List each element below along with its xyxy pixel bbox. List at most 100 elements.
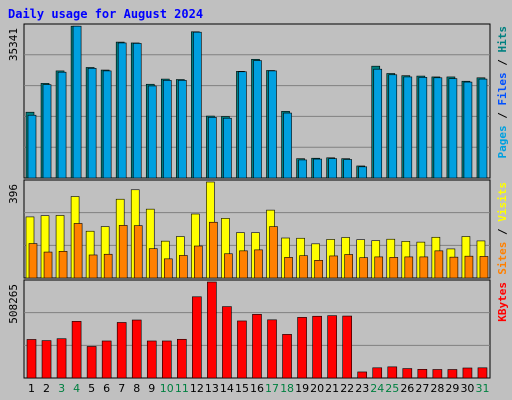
bar-pages [72,25,82,179]
x-tick-label: 14 [220,382,234,395]
bar-pages [57,71,67,179]
bar-kbytes [267,319,277,379]
x-tick-label: 29 [445,382,459,395]
bar-sites [284,257,293,279]
bar-kbytes [86,346,97,379]
bar-sites [434,250,444,279]
x-tick-label: 25 [385,382,399,395]
bar-kbytes [237,320,247,379]
x-axis-labels: 1 2 3 4 5 6 7 8 9 10 11 12 13 14 15 16 17 18 19 20 21 22 23 24 2… [28,382,489,395]
bar-pages [253,60,262,179]
bar-sites [28,243,38,279]
bar-kbytes [131,319,142,379]
x-tick-label: 9 [148,382,155,395]
bar-sites [88,254,98,279]
bar-sites [374,256,384,279]
bar-pages [27,114,37,179]
x-tick-label: 21 [325,382,339,395]
bar-pages [358,166,368,179]
bar-kbytes [222,306,232,379]
bar-sites [179,255,188,279]
legend-entry: Pages [496,125,509,158]
x-tick-label: 19 [295,382,309,395]
panel-top: 35341 Pages / Files / Hits [7,23,509,179]
bar-sites [118,225,128,279]
x-tick-label: 12 [190,382,204,395]
bar-pages [132,43,142,179]
bar-kbytes [101,340,112,379]
bar-pages [162,80,172,179]
x-tick-label: 30 [460,382,474,395]
bar-kbytes [402,368,413,379]
bar-sites [449,256,459,279]
bar-sites [344,254,353,279]
x-tick-label: 5 [88,382,95,395]
x-tick-label: 16 [250,382,264,395]
y-max-label: 35341 [7,28,20,61]
x-tick-label: 1 [28,382,35,395]
legend-entry: KBytes [496,282,509,322]
bar-pages [328,158,337,179]
x-tick-label: 27 [415,382,429,395]
bar-pages [433,77,443,179]
bar-sites [269,226,278,279]
bar-kbytes [327,315,337,379]
x-tick-label: 10 [160,382,174,395]
bar-kbytes [357,371,368,379]
bar-kbytes [387,366,398,379]
bar-kbytes [342,315,352,379]
bar-sites [148,248,158,279]
bar-kbytes [372,367,383,379]
bar-sites [209,221,218,279]
x-tick-label: 11 [175,382,189,395]
bar-sites [163,258,173,279]
x-tick-label: 6 [103,382,110,395]
x-tick-label: 23 [355,382,369,395]
bar-kbytes [432,369,443,379]
bar-sites [329,255,338,279]
bar-sites [359,257,369,279]
bar-pages [223,117,232,179]
bar-sites [419,256,429,279]
bar-kbytes [192,296,202,379]
bar-kbytes [116,322,127,379]
bar-kbytes [26,339,37,379]
x-tick-label: 7 [118,382,125,395]
bar-kbytes [161,340,172,379]
bar-kbytes [312,315,322,379]
x-tick-label: 18 [280,382,294,395]
bar-kbytes [477,367,488,379]
x-tick-label: 8 [133,382,140,395]
bar-sites [314,260,323,279]
bar-sites [133,225,143,279]
legend-bottom: KBytes [496,282,509,322]
legend-entry: Visits [496,182,509,222]
chart-title: Daily usage for August 2024 [8,7,203,21]
bar-sites [254,249,263,279]
bar-sites [389,257,399,279]
bar-pages [343,159,352,179]
x-tick-label: 13 [205,382,219,395]
x-tick-label: 15 [235,382,249,395]
bar-pages [208,117,217,179]
x-tick-label: 22 [340,382,354,395]
bar-kbytes [462,367,473,379]
x-tick-label: 28 [430,382,444,395]
x-tick-label: 17 [265,382,279,395]
legend-top: Pages / Files / Hits [496,26,509,159]
legend-entry: / [496,53,509,73]
legend-entry: Hits [496,26,509,53]
legend-middle: Sites / Visits [496,182,509,275]
x-tick-label: 26 [400,382,414,395]
bar-pages [448,78,458,179]
bar-sites [239,250,248,279]
bar-pages [147,85,157,179]
bar-pages [373,68,383,179]
bar-kbytes [417,369,428,379]
x-tick-label: 4 [73,382,80,395]
bar-sites [43,251,53,279]
bar-sites [73,223,83,279]
bar-pages [117,42,127,179]
bar-pages [87,68,97,179]
